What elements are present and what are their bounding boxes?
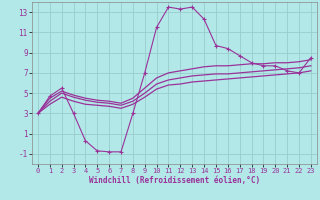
X-axis label: Windchill (Refroidissement éolien,°C): Windchill (Refroidissement éolien,°C) <box>89 176 260 185</box>
